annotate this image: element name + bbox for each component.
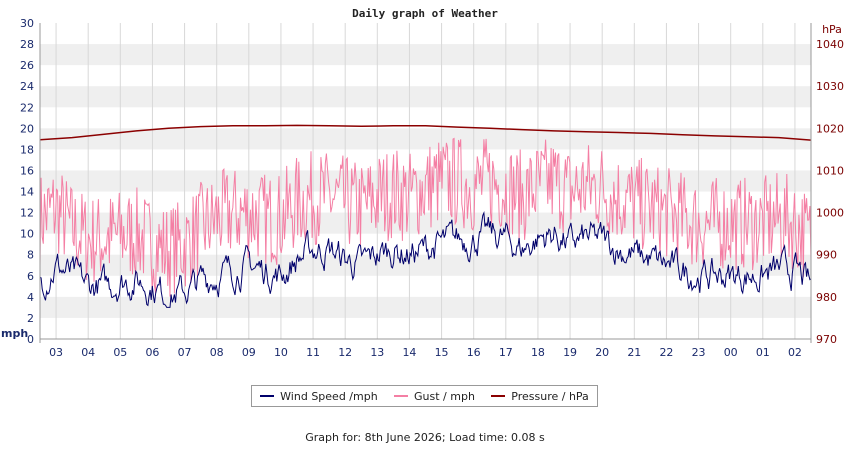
x-tick-label: 05 xyxy=(113,346,127,359)
x-tick-label: 00 xyxy=(724,346,738,359)
x-tick-label: 17 xyxy=(499,346,513,359)
left-tick-label: 8 xyxy=(27,249,34,262)
gust-series xyxy=(39,137,812,297)
right-tick-label: 1030 xyxy=(816,80,844,93)
x-tick-label: 11 xyxy=(306,346,320,359)
x-axis-ticks: 03 04 05 06 07 08 09 10 11 12 13 14 15 16 17 18 19 20 21 22… xyxy=(49,346,802,359)
x-tick-label: 07 xyxy=(178,346,192,359)
x-tick-label: 19 xyxy=(563,346,577,359)
pressure-swatch-icon xyxy=(491,395,506,397)
left-tick-label: 10 xyxy=(20,228,34,241)
x-tick-label: 16 xyxy=(467,346,481,359)
left-tick-label: 30 xyxy=(20,17,34,30)
right-tick-label: 1000 xyxy=(816,207,844,220)
x-tick-label: 09 xyxy=(242,346,256,359)
left-tick-label: 18 xyxy=(20,143,34,156)
left-tick-label: 16 xyxy=(20,164,34,177)
gust-swatch-icon xyxy=(394,395,409,397)
band xyxy=(40,296,811,318)
wind-speed-series xyxy=(39,211,812,308)
band xyxy=(40,44,811,66)
right-tick-label: 990 xyxy=(816,249,837,262)
left-tick-label: 6 xyxy=(27,270,34,283)
right-tick-label: 1040 xyxy=(816,38,844,51)
left-tick-label: 20 xyxy=(20,122,34,135)
x-tick-label: 15 xyxy=(435,346,449,359)
x-tick-label: 10 xyxy=(274,346,288,359)
left-tick-label: 14 xyxy=(20,186,34,199)
band xyxy=(40,86,811,108)
pressure-series xyxy=(39,124,812,141)
x-tick-label: 12 xyxy=(338,346,352,359)
left-tick-label: 24 xyxy=(20,80,34,93)
x-tick-label: 13 xyxy=(370,346,384,359)
legend-item-wind: Wind Speed /mph xyxy=(260,390,378,403)
left-tick-label: 28 xyxy=(20,38,34,51)
x-tick-label: 23 xyxy=(692,346,706,359)
chart-axes xyxy=(39,23,812,343)
x-tick-label: 02 xyxy=(788,346,802,359)
left-tick-label: 22 xyxy=(20,101,34,114)
x-tick-label: 08 xyxy=(210,346,224,359)
x-tick-label: 06 xyxy=(145,346,159,359)
wind-swatch-icon xyxy=(260,395,275,397)
band xyxy=(40,212,811,234)
chart-legend: Wind Speed /mph Gust / mph Pressure / hP… xyxy=(251,385,598,407)
legend-item-gust: Gust / mph xyxy=(394,390,475,403)
x-tick-label: 04 xyxy=(81,346,95,359)
footer-text: Graph for: 8th June 2026; Load time: 0.0… xyxy=(305,431,545,444)
left-tick-label: 2 xyxy=(27,312,34,325)
x-tick-label: 14 xyxy=(402,346,416,359)
chart-title: Daily graph of Weather xyxy=(352,7,498,20)
x-tick-label: 20 xyxy=(595,346,609,359)
x-tick-label: 18 xyxy=(531,346,545,359)
right-tick-label: 980 xyxy=(816,291,837,304)
right-tick-label: 1020 xyxy=(816,122,844,135)
x-tick-label: 01 xyxy=(756,346,770,359)
legend-label-pressure: Pressure / hPa xyxy=(511,389,589,403)
left-axis-unit: mph xyxy=(1,327,28,340)
wind-speed-line xyxy=(39,211,812,308)
left-tick-label: 12 xyxy=(20,207,34,220)
right-axis-ticks: 970 980 990 1000 1010 1020 1030 1040 xyxy=(816,38,844,346)
x-tick-label: 22 xyxy=(659,346,673,359)
left-tick-label: 0 xyxy=(27,333,34,346)
right-tick-label: 1010 xyxy=(816,164,844,177)
x-tick-label: 03 xyxy=(49,346,63,359)
right-axis-unit: hPa xyxy=(822,23,842,36)
band xyxy=(40,254,811,276)
legend-label-wind: Wind Speed /mph xyxy=(280,389,378,403)
pressure-line xyxy=(39,124,812,141)
x-tick-label: 21 xyxy=(627,346,641,359)
legend-item-pressure: Pressure / hPa xyxy=(491,390,589,403)
left-tick-label: 26 xyxy=(20,59,34,72)
legend-label-gust: Gust / mph xyxy=(414,389,475,403)
band xyxy=(40,128,811,150)
gust-line xyxy=(39,137,812,297)
right-tick-label: 970 xyxy=(816,333,837,346)
left-tick-label: 4 xyxy=(27,291,34,304)
